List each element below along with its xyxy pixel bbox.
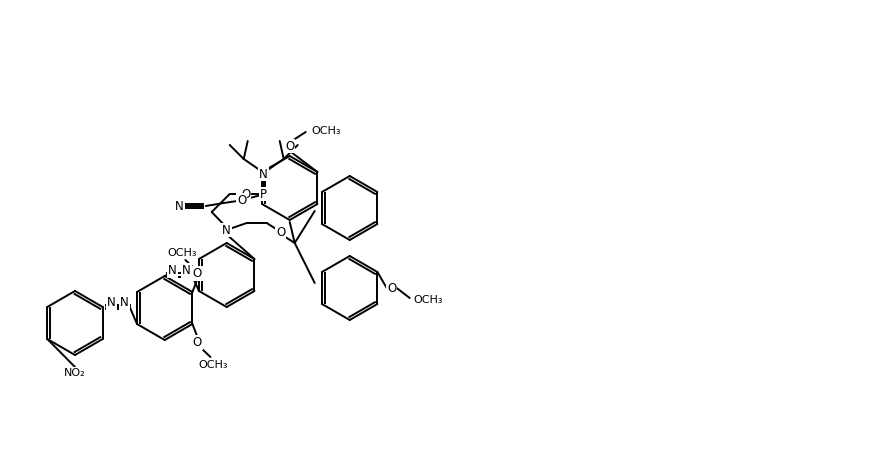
Text: O: O: [193, 336, 202, 349]
Text: N: N: [168, 263, 177, 277]
Text: P: P: [260, 188, 267, 200]
Text: O: O: [193, 267, 202, 280]
Text: O: O: [387, 281, 396, 294]
Text: NO₂: NO₂: [65, 368, 86, 378]
Text: O: O: [276, 227, 285, 240]
Text: N: N: [222, 224, 231, 236]
Text: O: O: [285, 139, 295, 153]
Text: N: N: [181, 263, 190, 277]
Text: N: N: [175, 199, 184, 212]
Text: OCH₃: OCH₃: [198, 360, 228, 370]
Text: N: N: [175, 199, 183, 212]
Text: OCH₃: OCH₃: [413, 295, 443, 305]
Text: OCH₃: OCH₃: [312, 126, 342, 136]
Text: OCH₃: OCH₃: [167, 248, 197, 258]
Text: N: N: [119, 296, 128, 309]
Text: O: O: [241, 188, 250, 200]
Text: N: N: [107, 296, 116, 309]
Text: N: N: [259, 168, 268, 181]
Text: O: O: [237, 193, 246, 206]
